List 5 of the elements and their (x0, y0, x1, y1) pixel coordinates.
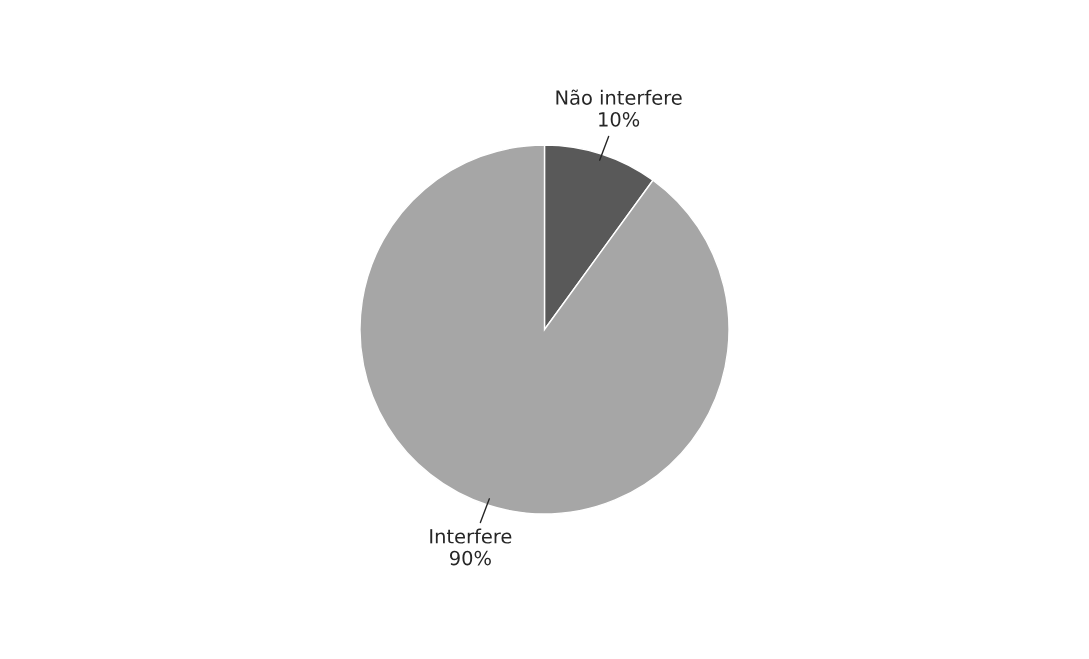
slice-label: Não interfere (556, 89, 682, 105)
data-label: 10% (599, 111, 640, 127)
data-label: 90% (449, 550, 491, 566)
slice-label: Interfere (430, 528, 512, 544)
pie-slice (359, 144, 730, 515)
